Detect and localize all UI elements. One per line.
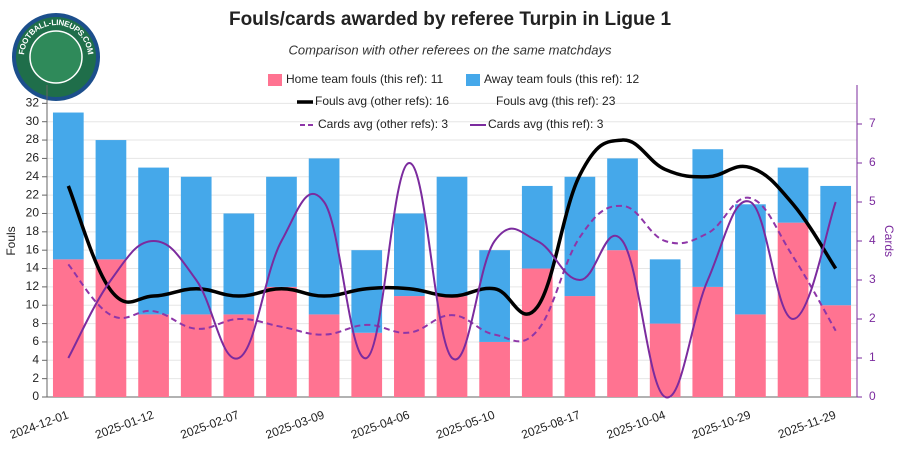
y2-axis-title: Cards xyxy=(882,225,896,257)
y-tick-label: 2 xyxy=(32,371,39,385)
x-tick-label: 2025-08-17 xyxy=(520,408,583,442)
y-tick-label: 16 xyxy=(26,242,40,256)
chart-title: Fouls/cards awarded by referee Turpin in… xyxy=(229,9,671,30)
y-tick-label: 18 xyxy=(26,224,40,238)
bar-segment xyxy=(820,305,852,397)
y-tick-label: 6 xyxy=(32,334,39,348)
bar-segment xyxy=(394,213,425,297)
legend-swatch xyxy=(268,74,282,86)
bar-segment xyxy=(649,323,681,397)
bar-segment xyxy=(436,296,468,397)
x-tick-label: 2025-01-12 xyxy=(93,408,156,442)
bar-segment xyxy=(308,314,340,397)
legend-label: Cards avg (other refs): 3 xyxy=(318,117,448,131)
bar-segment xyxy=(223,213,255,315)
logo-inner xyxy=(29,30,83,84)
legend-swatch xyxy=(466,74,480,86)
y2-tick-label: 1 xyxy=(869,350,876,364)
y2-tick-label: 6 xyxy=(869,155,876,169)
y2-tick-label: 5 xyxy=(869,194,876,208)
x-tick-label: 2025-05-10 xyxy=(434,408,497,442)
legend-label: Home team fouls (this ref): 11 xyxy=(286,72,443,86)
x-tick-label: 2025-11-29 xyxy=(776,408,838,442)
x-tick-label: 2025-02-07 xyxy=(178,408,241,442)
legend-label: Fouls avg (other refs): 16 xyxy=(315,94,449,108)
x-tick-label: 2025-03-09 xyxy=(264,408,327,442)
y-tick-label: 14 xyxy=(26,261,40,275)
bar-segment xyxy=(138,314,169,397)
bar-segment xyxy=(521,185,553,269)
y2-tick-label: 7 xyxy=(869,116,876,130)
chart-subtitle: Comparison with other referees on the sa… xyxy=(289,42,612,57)
bar-segment xyxy=(436,176,468,297)
legend-label: Fouls avg (this ref): 23 xyxy=(496,94,616,108)
bar-segment xyxy=(692,286,724,397)
y-tick-label: 8 xyxy=(32,316,39,330)
bar-segment xyxy=(820,185,852,306)
bar-segment xyxy=(266,286,297,397)
y-tick-label: 20 xyxy=(26,206,40,220)
y-tick-label: 26 xyxy=(26,151,40,165)
y-tick-label: 30 xyxy=(26,114,40,128)
bar-segment xyxy=(95,259,127,397)
y-tick-label: 12 xyxy=(26,279,40,293)
y2-tick-label: 4 xyxy=(869,233,876,247)
bar-segment xyxy=(52,112,84,260)
bar-segment xyxy=(607,158,638,251)
line-series xyxy=(66,138,838,316)
y-tick-label: 28 xyxy=(26,132,40,146)
logo: FOOTBALL-LINEUPS.COM xyxy=(12,13,100,101)
bar-segment xyxy=(692,149,724,287)
bar-segment xyxy=(777,167,809,223)
y2-tick-label: 0 xyxy=(869,389,876,403)
y2-tick-label: 2 xyxy=(869,311,876,325)
y-tick-label: 32 xyxy=(26,96,40,110)
bar-segment xyxy=(649,259,681,324)
y-tick-label: 4 xyxy=(32,352,39,366)
y2-tick-label: 3 xyxy=(869,272,876,286)
y-axis-title: Fouls xyxy=(4,226,18,255)
line-series xyxy=(67,161,837,399)
x-tick-label: 2024-12-01 xyxy=(8,408,71,442)
bar-segment xyxy=(394,296,425,397)
y-tick-label: 24 xyxy=(26,169,40,183)
x-tick-label: 2025-10-04 xyxy=(605,408,668,442)
y-tick-label: 22 xyxy=(26,187,40,201)
x-tick-label: 2025-04-06 xyxy=(349,408,412,442)
bar-segment xyxy=(564,296,596,397)
legend-label: Away team fouls (this ref): 12 xyxy=(484,72,640,86)
x-tick-label: 2025-10-29 xyxy=(690,408,753,442)
y-tick-label: 10 xyxy=(26,297,40,311)
bar-segment xyxy=(180,176,212,315)
bar-segment xyxy=(479,341,510,397)
y-tick-label: 0 xyxy=(32,389,39,403)
legend-label: Cards avg (this ref): 3 xyxy=(488,117,604,131)
bar-segment xyxy=(735,314,766,397)
bar-segment xyxy=(607,250,638,397)
bar-segment xyxy=(223,314,255,397)
bar-segment xyxy=(95,140,127,260)
bar-segment xyxy=(180,314,212,397)
bar-segment xyxy=(52,259,84,397)
